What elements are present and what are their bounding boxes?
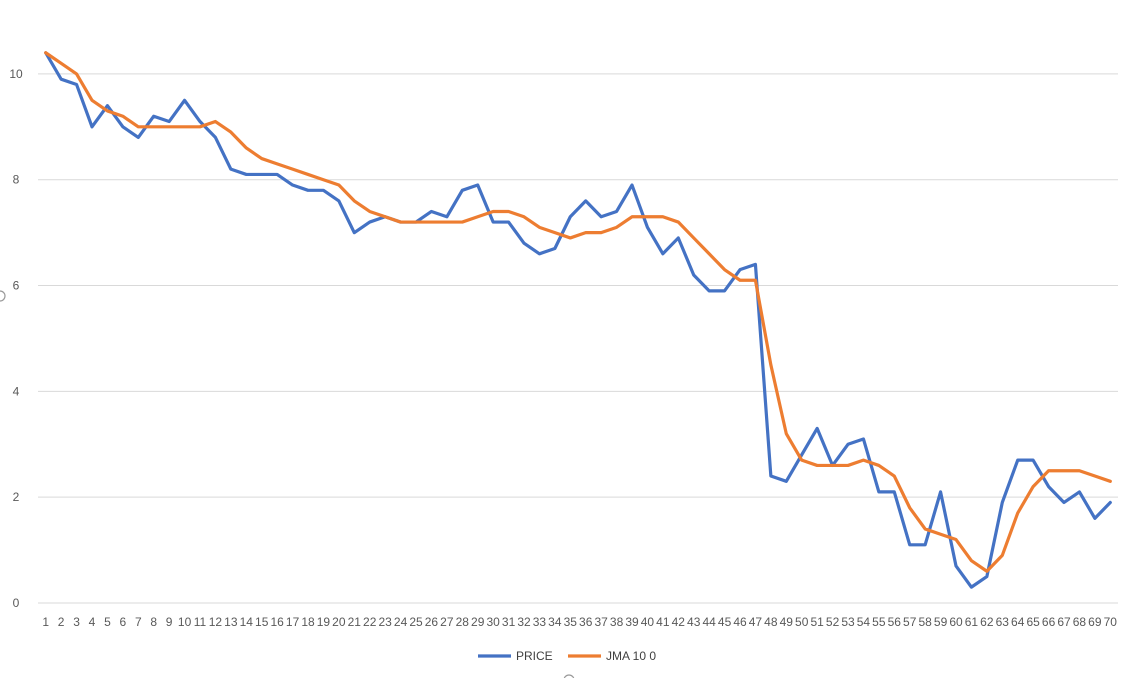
x-tick-label: 67 (1057, 615, 1071, 629)
x-tick-label: 20 (332, 615, 346, 629)
x-tick-label: 65 (1026, 615, 1040, 629)
x-tick-label: 15 (255, 615, 269, 629)
x-tick-label: 19 (317, 615, 331, 629)
x-tick-label: 57 (903, 615, 917, 629)
x-tick-label: 37 (594, 615, 608, 629)
x-tick-label: 60 (949, 615, 963, 629)
legend: PRICE JMA 10 0 (478, 649, 656, 663)
x-tick-label: 63 (996, 615, 1010, 629)
x-tick-label: 29 (471, 615, 485, 629)
x-tick-label: 39 (625, 615, 639, 629)
x-tick-label: 59 (934, 615, 948, 629)
x-tick-label: 8 (150, 615, 157, 629)
x-tick-label: 56 (888, 615, 902, 629)
x-tick-label: 36 (579, 615, 593, 629)
series-line-price (44, 51, 1112, 589)
x-tick-label: 55 (872, 615, 886, 629)
x-tick-label: 53 (841, 615, 855, 629)
x-tick-label: 61 (965, 615, 979, 629)
x-tick-label: 46 (733, 615, 747, 629)
x-tick-label: 11 (194, 615, 207, 629)
x-tick-label: 48 (764, 615, 778, 629)
x-tick-label: 21 (348, 615, 362, 629)
x-tick-label: 44 (702, 615, 716, 629)
y-tick-label: 10 (9, 67, 23, 81)
y-tick-label: 6 (13, 279, 20, 293)
x-tick-label: 1 (42, 615, 49, 629)
x-tick-label: 52 (826, 615, 840, 629)
x-tick-label: 69 (1088, 615, 1102, 629)
x-tick-label: 9 (166, 615, 173, 629)
x-tick-label: 10 (178, 615, 192, 629)
x-tick-label: 6 (120, 615, 127, 629)
series-lines (44, 51, 1112, 589)
x-tick-label: 27 (440, 615, 454, 629)
x-tick-label: 12 (209, 615, 223, 629)
x-tick-label: 7 (135, 615, 142, 629)
x-tick-label: 45 (718, 615, 732, 629)
x-tick-label: 41 (656, 615, 670, 629)
y-tick-label: 0 (13, 596, 20, 610)
x-tick-label: 35 (564, 615, 578, 629)
x-tick-label: 28 (456, 615, 470, 629)
x-tick-label: 66 (1042, 615, 1056, 629)
x-tick-label: 4 (89, 615, 96, 629)
y-axis-tick-labels: 0 2 4 6 8 10 (9, 67, 23, 610)
x-tick-label: 42 (672, 615, 686, 629)
x-tick-label: 51 (810, 615, 824, 629)
legend-label: PRICE (516, 649, 553, 663)
x-tick-label: 70 (1104, 615, 1118, 629)
legend-label: JMA 10 0 (606, 649, 656, 663)
x-tick-label: 24 (394, 615, 408, 629)
x-tick-label: 3 (73, 615, 80, 629)
resize-handle-bottom[interactable] (563, 674, 575, 678)
x-tick-label: 43 (687, 615, 701, 629)
x-tick-label: 62 (980, 615, 994, 629)
x-axis-tick-labels: 1 2 3 4 5 6 7 8 9 10 11 12 13 14 15 16 17 18 19 20 21 22 23 24 2… (42, 615, 1117, 629)
x-tick-label: 58 (918, 615, 932, 629)
series-line-jma (44, 51, 1112, 573)
y-tick-label: 4 (13, 384, 20, 398)
x-tick-label: 23 (378, 615, 392, 629)
x-tick-label: 16 (270, 615, 284, 629)
x-tick-label: 32 (517, 615, 531, 629)
x-tick-label: 64 (1011, 615, 1025, 629)
x-tick-label: 13 (224, 615, 238, 629)
x-tick-label: 18 (301, 615, 315, 629)
x-tick-label: 54 (857, 615, 871, 629)
x-tick-label: 38 (610, 615, 624, 629)
y-tick-label: 2 (13, 490, 20, 504)
x-tick-label: 49 (780, 615, 794, 629)
x-tick-label: 30 (486, 615, 500, 629)
x-tick-label: 22 (363, 615, 377, 629)
x-tick-label: 5 (104, 615, 111, 629)
y-tick-label: 8 (13, 173, 20, 187)
gridlines (38, 73, 1118, 604)
x-tick-label: 2 (58, 615, 65, 629)
x-tick-label: 14 (240, 615, 254, 629)
x-tick-label: 40 (641, 615, 655, 629)
x-tick-label: 68 (1073, 615, 1087, 629)
x-tick-label: 25 (409, 615, 423, 629)
resize-handle-left[interactable] (0, 290, 6, 302)
x-tick-label: 33 (533, 615, 547, 629)
x-tick-label: 47 (749, 615, 763, 629)
x-tick-label: 50 (795, 615, 809, 629)
x-tick-label: 17 (286, 615, 300, 629)
x-tick-label: 34 (548, 615, 562, 629)
x-tick-label: 26 (425, 615, 439, 629)
x-tick-label: 31 (502, 615, 516, 629)
